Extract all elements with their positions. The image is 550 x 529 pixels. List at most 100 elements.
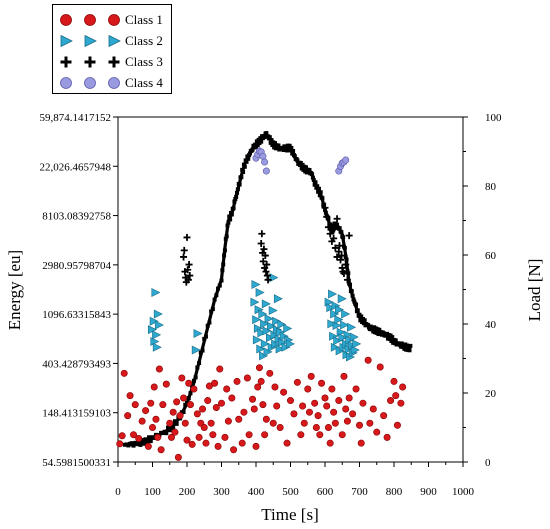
load-point (407, 348, 412, 353)
circle-marker-icon (108, 14, 120, 26)
class-2-point (259, 351, 269, 361)
class-1-point (212, 403, 220, 411)
class-2-point (250, 297, 260, 307)
class-2-point (326, 303, 336, 313)
class-3-point (333, 215, 341, 223)
load-point (269, 138, 274, 143)
load-point (362, 318, 367, 323)
class-1-point (228, 394, 236, 402)
class-2-point (264, 314, 274, 324)
class-1-point (174, 453, 182, 461)
y-right-tick-label: 60 (485, 250, 497, 262)
class-1-point (273, 402, 281, 410)
circle-marker-icon (60, 77, 72, 89)
class-1-point (331, 419, 339, 427)
class-1-point (216, 365, 224, 373)
class-3-point (264, 276, 272, 284)
x-tick-label: 200 (179, 486, 196, 498)
class-2-point (152, 342, 162, 352)
legend-item-class-4: Class 4 (53, 74, 171, 92)
circle-marker-icon (108, 77, 120, 89)
legend-label: Class 2 (125, 33, 163, 48)
y-right-tick-label: 80 (485, 181, 497, 193)
load-point (164, 431, 169, 436)
load-point (216, 286, 221, 291)
legend-label: Class 1 (125, 12, 163, 27)
class-3-point (339, 268, 347, 276)
class-1-point (152, 415, 160, 423)
triangle-marker-icon (84, 34, 97, 48)
class-1-point (393, 421, 401, 429)
class-1-point (126, 392, 134, 400)
load-point (134, 442, 139, 447)
class-2-point (260, 319, 270, 329)
legend-label: Class 4 (125, 75, 163, 90)
plus-marker-icon (108, 56, 120, 68)
class-2-point (261, 299, 271, 309)
load-point (310, 175, 315, 180)
plus-marker-icon (60, 56, 72, 68)
class-1-point (257, 377, 265, 385)
load-point (352, 299, 357, 304)
class-2-point (286, 339, 295, 349)
y-left-tick-label: 1096.63315843 (42, 309, 111, 321)
x-tick-label: 500 (282, 486, 299, 498)
class-3-point (186, 272, 194, 280)
class-2-point (283, 323, 293, 333)
class-3-point (345, 232, 353, 240)
load-point (212, 297, 217, 302)
x-tick-label: 600 (317, 486, 334, 498)
load-point (304, 165, 309, 170)
class-1-point (266, 369, 274, 377)
load-point (186, 396, 191, 401)
class-2-point (350, 345, 360, 355)
load-point (152, 435, 157, 440)
class-1-point (243, 374, 251, 382)
class-2-point (334, 305, 344, 315)
load-point (222, 253, 227, 258)
load-point (268, 140, 273, 145)
class-3-point (335, 248, 343, 256)
class-1-point (190, 385, 198, 393)
class-1-point (357, 439, 365, 447)
load-point (147, 435, 152, 440)
class-2-series (148, 273, 362, 362)
class-3-point (260, 245, 268, 253)
x-tick-label: 0 (115, 486, 121, 498)
class-1-point (364, 356, 372, 364)
y-axis-left-title: Energy [eu] (5, 250, 24, 330)
class-1-point (383, 433, 391, 441)
load-point (349, 289, 354, 294)
load-point (297, 163, 302, 168)
y-left-tick-label: 59,874.1417152 (40, 112, 112, 124)
class-1-point (345, 394, 353, 402)
class-1-point (254, 383, 262, 391)
class-1-point (195, 433, 203, 441)
y-right-tick-label: 20 (485, 388, 497, 400)
load-point (240, 167, 245, 172)
load-point (140, 437, 145, 442)
load-point (250, 147, 255, 152)
class-3-point (180, 246, 188, 254)
load-point (202, 336, 207, 341)
class-2-point (257, 328, 267, 338)
class-1-point (376, 363, 384, 371)
load-point (185, 400, 189, 405)
class-2-point (328, 289, 338, 299)
load-point (272, 141, 277, 146)
legend-item-class-3: Class 3 (53, 53, 171, 71)
class-2-point (340, 320, 350, 330)
class-4-point (261, 158, 269, 166)
class-1-point (157, 446, 165, 454)
load-point (226, 220, 231, 225)
load-point (312, 182, 317, 187)
class-1-point (297, 431, 305, 439)
load-point (317, 193, 322, 198)
load-point (328, 222, 333, 227)
class-1-point (138, 417, 146, 425)
y-right-tick-label: 100 (485, 112, 502, 124)
load-point (171, 426, 176, 431)
class-2-point (341, 309, 351, 319)
load-point (326, 216, 331, 221)
